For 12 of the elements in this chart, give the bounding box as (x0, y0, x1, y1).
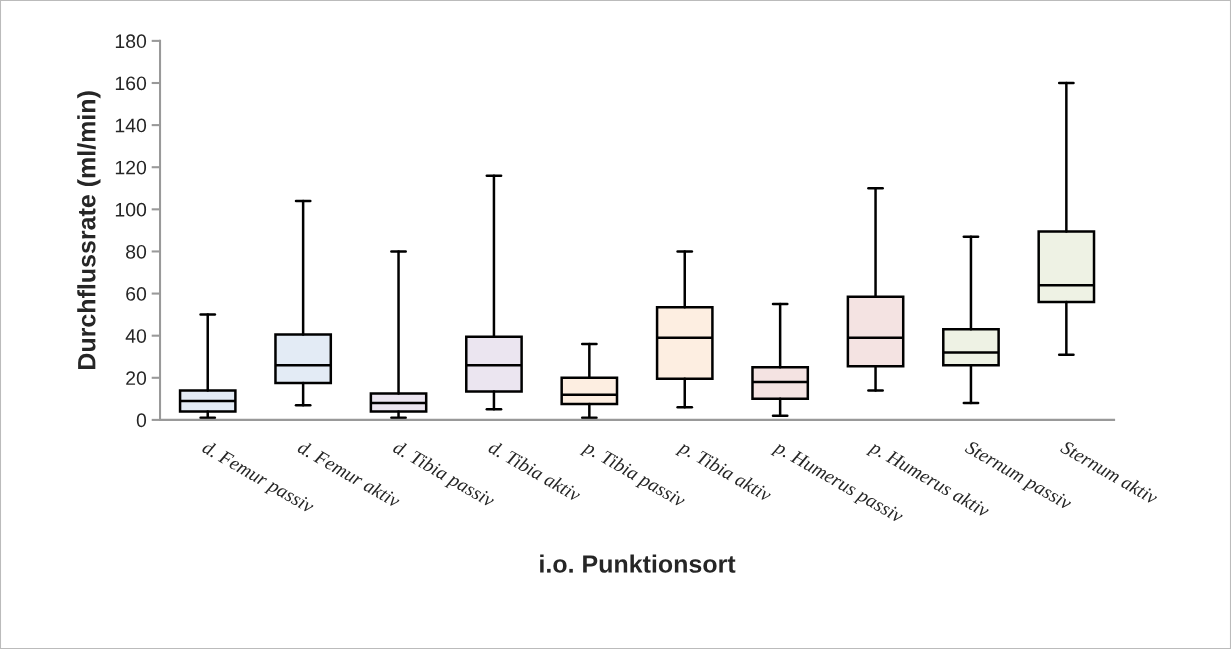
y-tick-label: 100 (115, 202, 147, 217)
x-axis-title: i.o. Punktionsort (540, 554, 736, 573)
y-tick-label: 120 (115, 160, 147, 175)
y-tick-label: 160 (115, 76, 147, 91)
y-tick-label: 180 (115, 34, 147, 49)
y-tick-label: 60 (126, 287, 147, 301)
y-tick-label: 20 (126, 371, 147, 386)
y-tick-label: 0 (136, 413, 147, 428)
y-tick-label: 140 (115, 118, 147, 133)
y-axis-title: Durchflussrate (ml/min) (77, 91, 101, 370)
y-tick-label: 80 (126, 244, 147, 259)
y-tick-label: 40 (125, 329, 147, 343)
